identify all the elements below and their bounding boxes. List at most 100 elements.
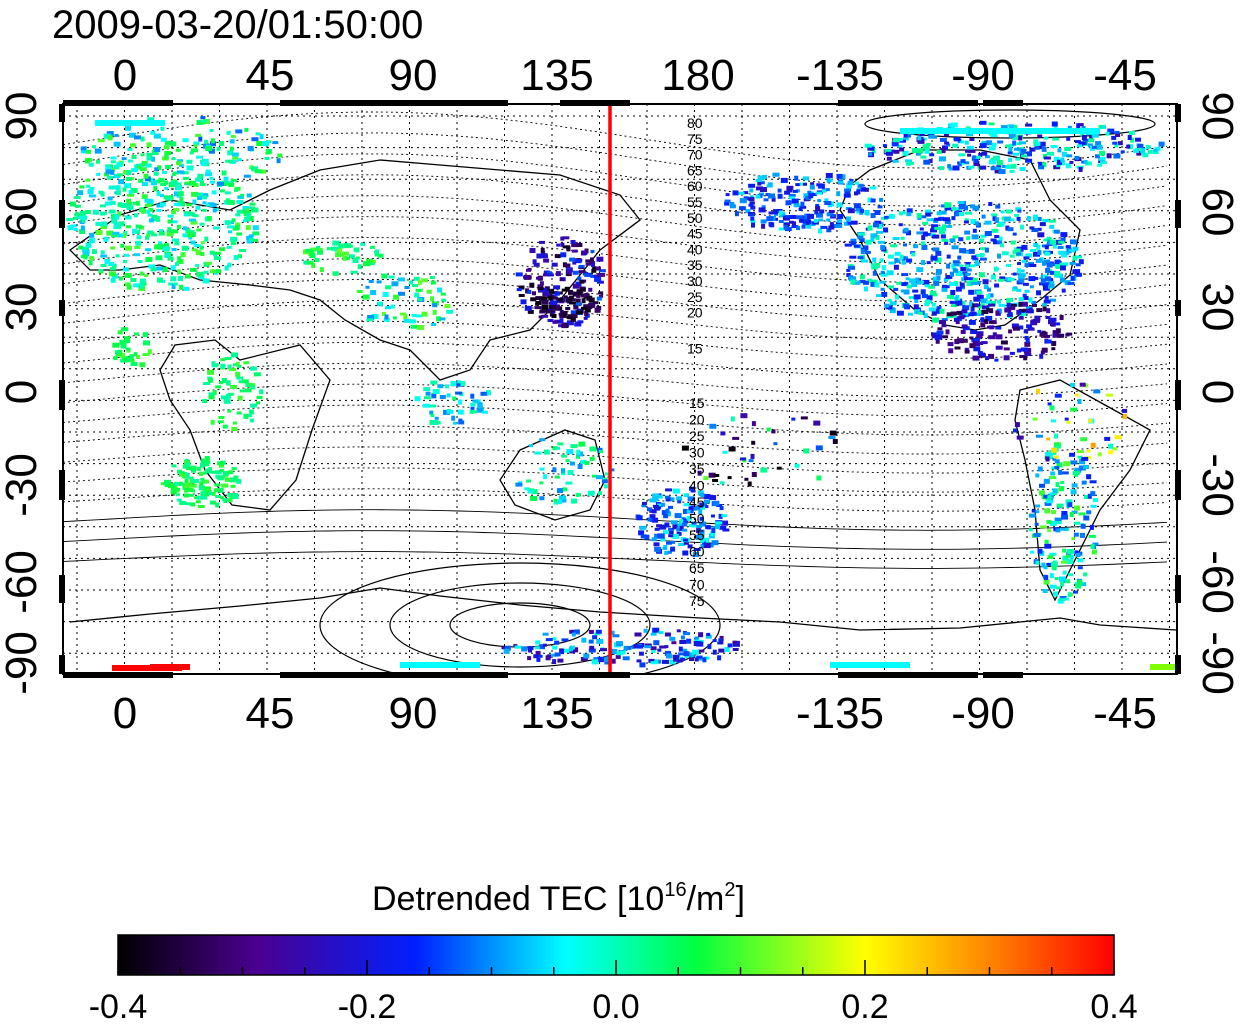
tec-point xyxy=(698,509,703,515)
tec-point xyxy=(158,177,165,182)
tec-point xyxy=(1035,258,1042,263)
tec-point xyxy=(342,255,348,261)
tec-point xyxy=(852,281,860,285)
tec-point xyxy=(145,235,149,240)
tec-point xyxy=(252,225,259,231)
tec-point xyxy=(95,221,102,226)
tec-point xyxy=(843,193,851,198)
tec-point xyxy=(664,495,670,499)
tec-point xyxy=(217,475,225,481)
tec-point xyxy=(877,205,883,209)
tec-point xyxy=(594,307,601,313)
tec-point xyxy=(857,256,864,260)
tec-point xyxy=(1015,248,1021,253)
tec-point xyxy=(640,534,647,539)
tec-point xyxy=(113,222,121,228)
tec-point xyxy=(1064,597,1069,601)
tec-point xyxy=(610,630,615,635)
tec-point xyxy=(554,254,561,259)
tec-point xyxy=(558,495,566,500)
tec-point xyxy=(415,288,423,292)
tec-point xyxy=(162,267,168,273)
tec-point xyxy=(207,377,213,383)
tec-point xyxy=(718,638,723,642)
tec-point xyxy=(924,284,931,288)
tec-point xyxy=(566,246,571,252)
tec-point xyxy=(97,139,105,143)
tec-point xyxy=(784,190,791,195)
tec-point xyxy=(952,143,959,148)
tec-point xyxy=(995,334,1003,340)
tec-point xyxy=(1089,524,1094,530)
tec-point xyxy=(1089,135,1094,139)
tec-point xyxy=(1056,586,1061,590)
tec-point xyxy=(1041,303,1047,307)
tec-point xyxy=(771,429,776,434)
tec-point xyxy=(539,309,547,313)
tec-point xyxy=(884,303,890,308)
tec-point xyxy=(565,297,572,300)
tec-point xyxy=(1066,154,1073,158)
tec-point xyxy=(206,261,212,265)
tec-point xyxy=(1000,210,1005,214)
tec-point xyxy=(844,243,852,247)
bottom-lon-tick-2: 90 xyxy=(389,689,438,738)
tec-point xyxy=(870,237,875,242)
tec-point xyxy=(156,179,161,184)
tec-point xyxy=(236,199,244,204)
tec-point xyxy=(232,156,239,160)
tec-point xyxy=(1049,405,1055,411)
contour-line xyxy=(63,174,1168,226)
tec-point xyxy=(1030,550,1035,554)
frame-tick-bar xyxy=(983,100,1023,106)
graticule-grid xyxy=(63,104,1177,674)
tec-point xyxy=(879,197,884,202)
tec-point xyxy=(1014,302,1021,307)
tec-point xyxy=(1013,428,1017,433)
tec-point xyxy=(1069,554,1075,559)
tec-point xyxy=(147,349,152,355)
tec-point xyxy=(576,294,581,298)
contour-label-n: 75 xyxy=(687,131,703,147)
tec-point xyxy=(952,260,960,264)
tec-point xyxy=(217,461,225,466)
tec-point xyxy=(202,201,207,205)
tec-point xyxy=(191,191,199,197)
tec-point xyxy=(810,182,815,187)
tec-point xyxy=(575,492,581,497)
tec-point xyxy=(903,303,910,308)
tec-point xyxy=(1113,153,1121,159)
tec-point xyxy=(1038,490,1045,496)
tec-point xyxy=(1036,244,1041,250)
tec-point xyxy=(995,166,1002,170)
tec-point xyxy=(1086,474,1092,480)
tec-point xyxy=(1009,254,1015,258)
tec-point xyxy=(1080,523,1086,529)
tec-point xyxy=(928,158,933,163)
tec-point xyxy=(249,202,256,206)
tec-point xyxy=(896,281,902,285)
tec-point xyxy=(1099,150,1106,156)
tec-point xyxy=(80,215,88,220)
tec-point xyxy=(849,276,857,282)
tec-point xyxy=(925,209,932,214)
tec-point xyxy=(605,472,611,476)
tec-point xyxy=(941,318,948,322)
tec-point xyxy=(599,294,603,298)
tec-point xyxy=(122,233,127,238)
tec-point xyxy=(784,227,792,232)
tec-point xyxy=(960,159,966,164)
tec-point xyxy=(562,236,570,240)
tec-point xyxy=(683,651,690,657)
tec-point xyxy=(586,305,593,310)
tec-point xyxy=(583,316,588,320)
tec-point xyxy=(218,487,224,493)
tec-point xyxy=(651,649,656,653)
tec-point xyxy=(561,323,569,329)
tec-point xyxy=(452,396,457,401)
tec-point xyxy=(539,240,545,244)
tec-point xyxy=(1007,277,1015,281)
tec-point xyxy=(939,308,945,314)
tec-point xyxy=(931,310,937,316)
tec-point xyxy=(1041,347,1048,353)
